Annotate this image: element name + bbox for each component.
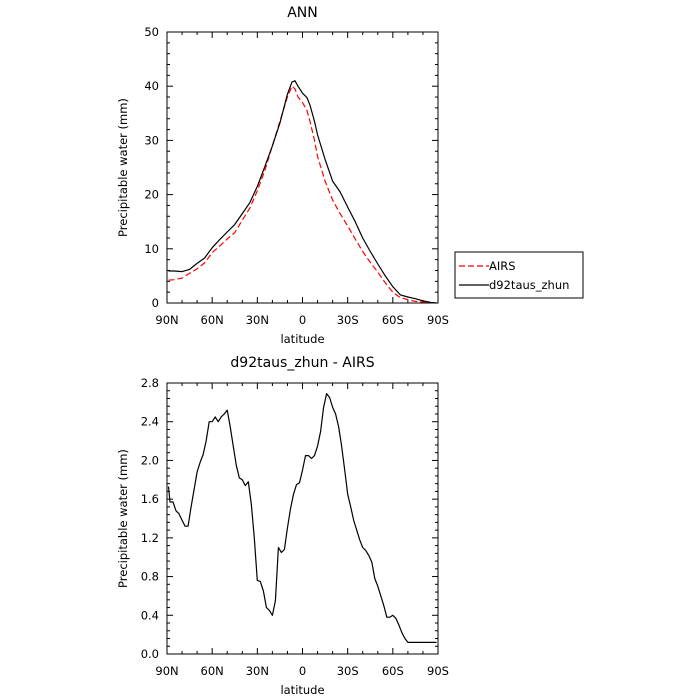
chart-panel-1: ANN 0 10 20 30 40 50 90N 60N 30N 0 30S 60S 90S latitud… — [116, 5, 584, 346]
y-tick-label: 0.8 — [141, 570, 159, 584]
x-tick-label: 90N — [155, 664, 178, 678]
x-tick-label: 90S — [427, 664, 449, 678]
x-tick-label: 90N — [155, 313, 178, 327]
series-line-d92taus-zhun — [168, 80, 437, 304]
y-tick-label: 1.2 — [141, 531, 159, 545]
legend-label: d92taus_zhun — [489, 278, 569, 292]
y-tick-label: 2.0 — [141, 453, 159, 467]
x-axis-label: latitude — [280, 683, 324, 697]
x-tick-label: 60N — [201, 664, 224, 678]
x-tick-label: 60S — [382, 313, 404, 327]
y-tick-label: 2.8 — [141, 376, 159, 390]
y-tick-label: 2.4 — [141, 415, 159, 429]
legend-label: AIRS — [489, 259, 516, 273]
series-line-airs — [168, 85, 437, 304]
x-axis-label: latitude — [280, 332, 324, 346]
x-tick-label: 60S — [382, 664, 404, 678]
series-line-difference — [167, 393, 437, 644]
x-tick-label: 30N — [246, 664, 269, 678]
x-tick-label: 0 — [299, 664, 306, 678]
x-tick-label: 90S — [427, 313, 449, 327]
y-axis-label: Precipitable water (mm) — [116, 98, 130, 237]
x-tick-label: 0 — [299, 313, 306, 327]
x-tick-label: 60N — [201, 313, 224, 327]
y-tick-label: 0 — [152, 296, 159, 310]
plot-frame — [166, 382, 439, 655]
y-tick-label: 0.0 — [141, 647, 159, 661]
x-tick-label: 30N — [246, 313, 269, 327]
chart-panel-2: d92taus_zhun - AIRS 0.0 0.4 0.8 1.2 1.6 2.0 2.4… — [116, 355, 449, 697]
y-tick-label: 40 — [144, 79, 159, 93]
legend: AIRS d92taus_zhun — [454, 251, 584, 299]
x-tick-label: 30S — [337, 664, 359, 678]
y-tick-label: 50 — [144, 25, 159, 39]
y-tick-label: 10 — [144, 242, 159, 256]
y-tick-label: 30 — [144, 133, 159, 147]
x-tick-label: 30S — [337, 313, 359, 327]
y-tick-label: 20 — [144, 188, 159, 202]
y-axis-label: Precipitable water (mm) — [116, 449, 130, 588]
chart-title: ANN — [287, 5, 318, 21]
y-tick-label: 1.6 — [141, 492, 159, 506]
legend-box — [454, 251, 584, 299]
chart-title: d92taus_zhun - AIRS — [230, 355, 374, 371]
plot-frame — [166, 31, 439, 304]
y-tick-label: 0.4 — [141, 608, 159, 622]
